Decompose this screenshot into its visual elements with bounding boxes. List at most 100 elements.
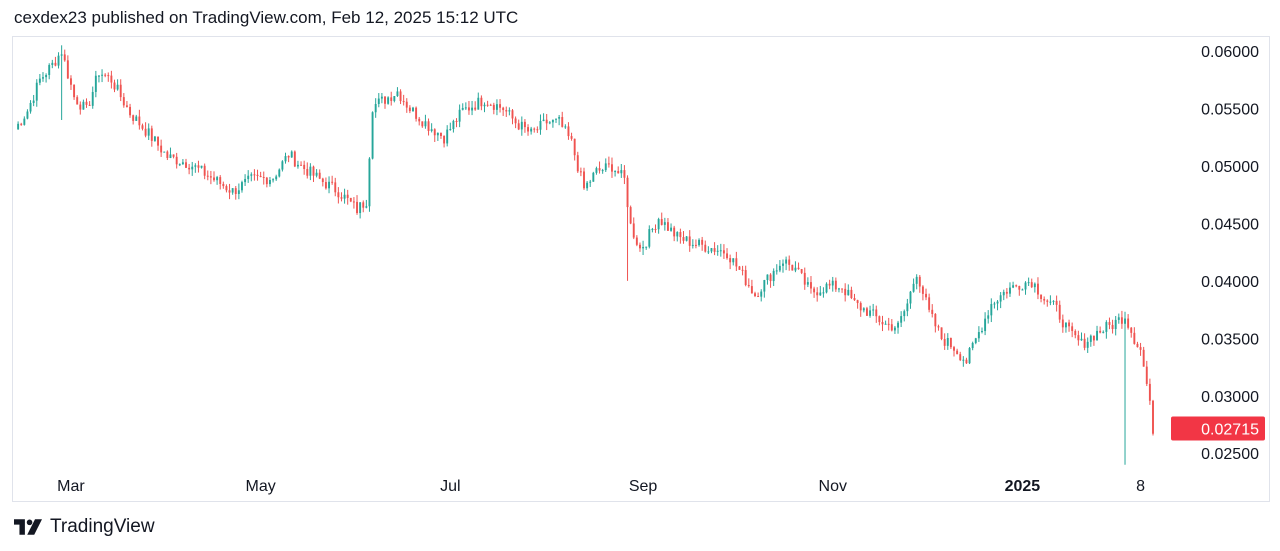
candle-body <box>396 91 399 97</box>
candle-body <box>486 104 489 106</box>
candle-body <box>54 62 57 66</box>
candle-body <box>51 62 54 66</box>
candle-body <box>984 318 987 332</box>
candle-body <box>384 96 386 104</box>
candle-body <box>1139 347 1142 350</box>
candle-body <box>281 161 284 170</box>
candle-body <box>875 309 878 317</box>
candle-body <box>1049 301 1052 303</box>
candle-body <box>897 322 899 328</box>
tradingview-logo-icon[interactable] <box>14 519 42 535</box>
candle-body <box>660 219 663 225</box>
candle-body <box>750 286 753 294</box>
candle-body <box>144 128 147 136</box>
candle-body <box>679 232 682 238</box>
candle-body <box>754 293 756 297</box>
candle-body <box>440 132 442 137</box>
candle-body <box>253 174 256 176</box>
candle-body <box>595 168 598 173</box>
candle-body <box>719 250 722 252</box>
candle-body <box>639 244 641 249</box>
candle-body <box>284 156 287 162</box>
candle-body <box>303 164 306 169</box>
candle-body <box>778 265 781 271</box>
candle-body <box>772 270 775 282</box>
candle-body <box>1052 300 1055 302</box>
candle-body <box>216 177 219 181</box>
candle-body <box>1083 338 1086 348</box>
brand-name[interactable]: TradingView <box>50 516 155 537</box>
candle-body <box>977 332 980 339</box>
candle-body <box>346 194 349 198</box>
candle-body <box>539 120 542 130</box>
candle-body <box>785 259 788 264</box>
candle-body <box>953 347 955 351</box>
candle-body <box>918 276 921 287</box>
candle-body <box>405 101 408 108</box>
candle-body <box>70 78 72 85</box>
candle-body <box>934 313 937 327</box>
candle-body <box>104 74 107 76</box>
last-price-label: 0.02715 <box>1201 422 1259 439</box>
candle-body <box>1005 291 1008 294</box>
candle-body <box>237 190 240 194</box>
candle-body <box>418 118 421 122</box>
candle-body <box>642 246 645 249</box>
candle-body <box>548 122 551 124</box>
candle-body <box>318 172 321 179</box>
candle-body <box>42 77 44 79</box>
candle-body <box>1040 294 1043 299</box>
candle-body <box>1148 383 1151 401</box>
candle-body <box>685 236 688 241</box>
candle-body <box>676 232 679 237</box>
candle-body <box>499 104 502 108</box>
candle-body <box>377 98 380 105</box>
candle-body <box>841 288 844 290</box>
candle-body <box>1030 282 1033 288</box>
candle-body <box>682 237 685 241</box>
candle-body <box>1133 332 1136 344</box>
candle-body <box>869 310 872 316</box>
candle-body <box>424 121 427 127</box>
candle-body <box>536 129 539 131</box>
candle-body <box>663 222 666 225</box>
candle-body <box>903 311 906 317</box>
candlestick-chart[interactable]: 0.06000 0.05500 0.05000 0.04500 0.04000 0.035… <box>13 37 1269 501</box>
candle-body <box>452 120 455 130</box>
candle-body <box>147 128 150 136</box>
candle-body <box>269 179 271 185</box>
candle-body <box>598 168 601 171</box>
chart-frame[interactable]: 0.06000 0.05500 0.05000 0.04500 0.04000 0.035… <box>12 36 1270 502</box>
candle-body <box>592 172 595 182</box>
candle-body <box>178 164 181 166</box>
y-tick-label: 0.03000 <box>1201 389 1259 406</box>
candle-body <box>853 298 856 301</box>
candle-body <box>101 74 104 76</box>
candle-body <box>340 197 343 199</box>
candle-body <box>564 126 567 128</box>
x-tick-label: 8 <box>1136 478 1145 495</box>
candle-body <box>1127 318 1130 328</box>
candle-body <box>200 165 203 168</box>
candle-body <box>834 280 837 290</box>
candle-body <box>455 120 458 122</box>
candle-body <box>747 284 750 287</box>
candle-body <box>265 177 268 185</box>
candle-body <box>514 118 517 124</box>
candle-body <box>601 170 604 172</box>
candle-body <box>666 222 669 231</box>
candle-body <box>635 237 638 245</box>
candle-body <box>393 96 396 101</box>
x-tick-label: May <box>246 478 276 495</box>
candle-body <box>489 104 492 106</box>
y-tick-label: 0.03500 <box>1201 331 1259 348</box>
candle-body <box>88 104 91 106</box>
candle-body <box>1012 285 1015 288</box>
candle-body <box>287 156 290 158</box>
candle-body <box>856 300 859 304</box>
candle-body <box>906 303 909 312</box>
candle-body <box>1043 298 1046 301</box>
candle-body <box>82 101 85 110</box>
candle-body <box>1009 287 1011 294</box>
candle-body <box>878 316 881 323</box>
